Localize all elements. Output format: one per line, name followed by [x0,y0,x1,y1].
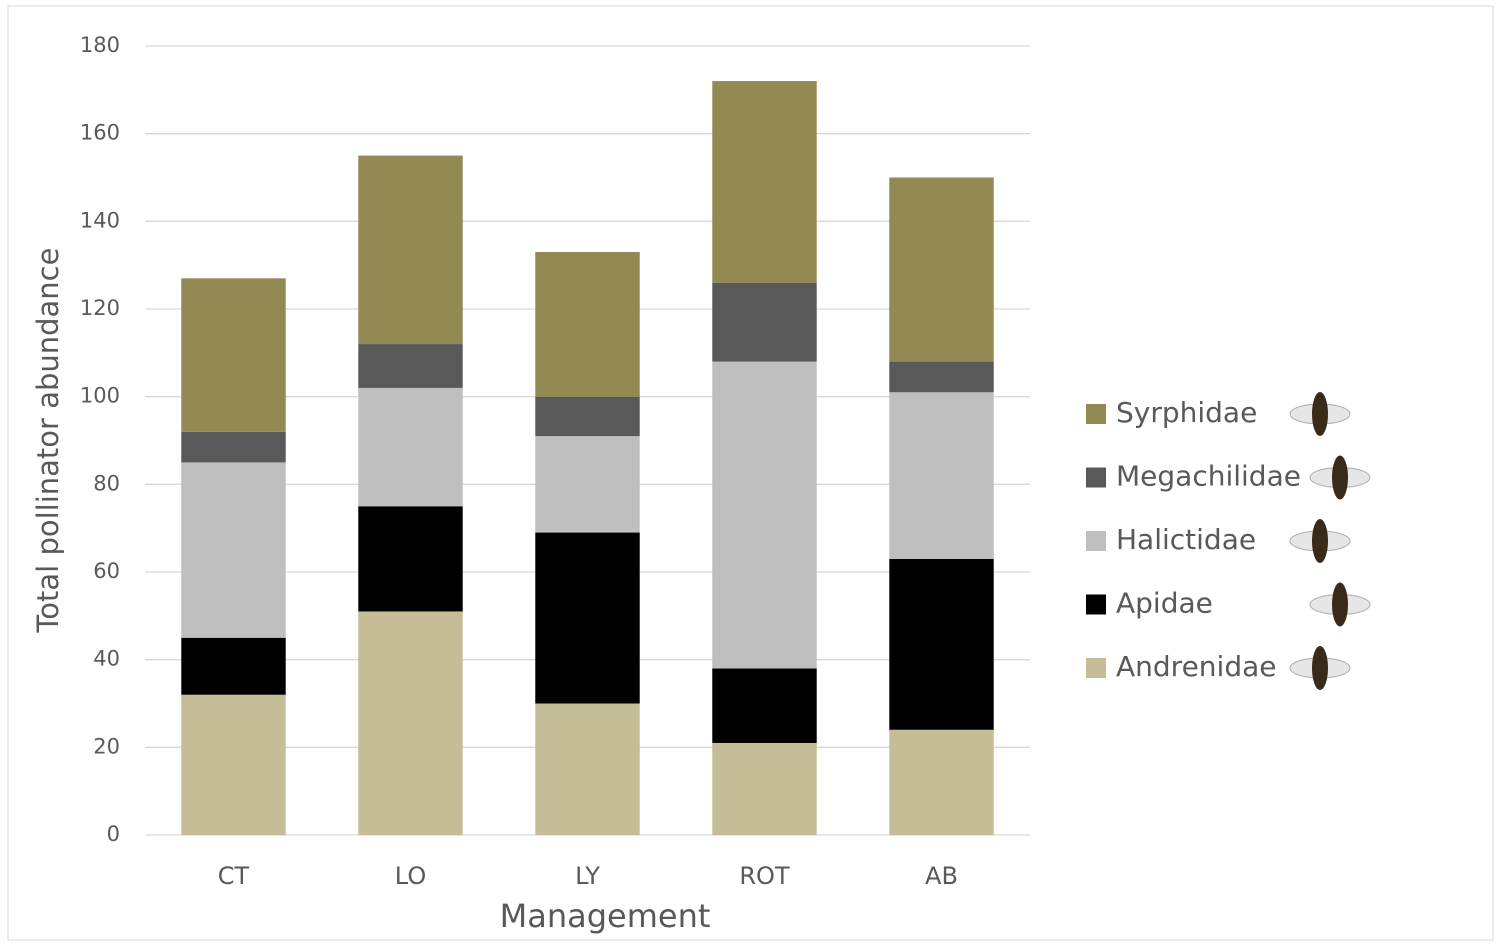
legend-swatch [1086,468,1106,488]
bar-segment [358,388,462,506]
bar-segment [889,559,993,730]
bar-segment [535,533,639,704]
bar-segment [712,743,816,835]
y-tick-label: 100 [80,384,120,408]
bar-segment [358,611,462,835]
page: Management Total pollinator abundance 0 2… [0,0,1501,945]
legend-label: Andrenidae [1116,650,1276,683]
legend-icon-body [1312,646,1328,690]
legend-label: Syrphidae [1116,396,1257,429]
x-tick-label: AB [925,862,958,890]
legend-icon-body [1332,583,1348,627]
bar-segment [889,730,993,835]
bar-segment [535,704,639,836]
y-axis-title: Total pollinator abundance [31,248,65,634]
bar-segment [712,283,816,362]
bar-segment [181,278,285,431]
chart: Management Total pollinator abundance 0 2… [0,0,1501,945]
bar-segment [712,668,816,743]
x-tick-label: LO [395,862,426,890]
legend-swatch [1086,531,1106,551]
x-tick-label: LY [575,862,600,890]
bar-segment [889,392,993,559]
legend-swatch [1086,595,1106,615]
bar-segment [181,432,285,463]
y-tick-label: 140 [80,208,120,232]
y-tick-label: 120 [80,296,120,320]
y-tick-label: 20 [93,734,120,758]
bar-segment [535,436,639,532]
legend-label: Halictidae [1116,523,1256,556]
x-axis-title: Management [500,897,711,935]
legend-swatch [1086,404,1106,424]
bar-segment [181,462,285,637]
bar-segment [358,344,462,388]
bar-segment [358,506,462,611]
legend-icon-body [1332,456,1348,500]
y-tick-label: 80 [93,471,120,495]
y-tick-label: 0 [107,822,120,846]
bar-segment [889,362,993,393]
y-tick-label: 180 [80,33,120,57]
bar-segment [358,156,462,344]
y-tick-label: 160 [80,121,120,145]
y-tick-label: 40 [93,647,120,671]
legend-icon-body [1312,392,1328,436]
legend-icon-body [1312,519,1328,563]
legend-swatch [1086,658,1106,678]
bar-segment [712,362,816,669]
y-tick-label: 60 [93,559,120,583]
legend-label: Megachilidae [1116,460,1301,493]
bar-segment [889,178,993,362]
x-tick-label: ROT [739,862,790,890]
x-tick-label: CT [218,862,250,890]
bar-segment [535,397,639,436]
bar-segment [535,252,639,397]
bar-segment [181,695,285,835]
bar-segment [181,638,285,695]
bar-segment [712,81,816,283]
legend-label: Apidae [1116,587,1213,620]
